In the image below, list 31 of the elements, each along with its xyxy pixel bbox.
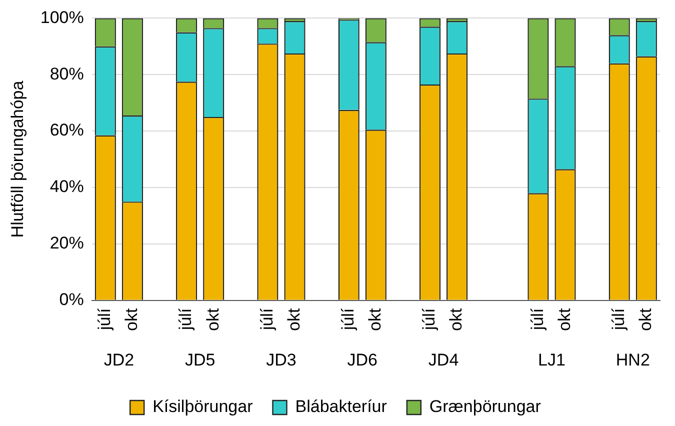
x-tick-label: okt — [366, 308, 385, 332]
x-tick-label: okt — [122, 308, 142, 332]
x-tick-label: júlí — [528, 308, 547, 332]
text: JD2 — [104, 350, 134, 370]
x-tick-label: okt — [446, 308, 466, 332]
x-tick-label: júlí — [257, 308, 276, 332]
text: HN2 — [616, 350, 650, 370]
text: JD4 — [428, 350, 459, 370]
x-tick-label: okt — [554, 308, 574, 332]
y-tick-label: 60% — [50, 120, 84, 140]
y-tick-label: 80% — [50, 64, 84, 84]
text: LJ1 — [538, 350, 566, 370]
x-tick-label: okt — [284, 308, 304, 332]
x-tick-label: júlí — [420, 308, 439, 332]
y-tick-label: 40% — [50, 177, 84, 196]
x-tick-label: júlí — [609, 308, 628, 332]
x-tick-label: okt — [203, 308, 222, 332]
text: JD3 — [266, 350, 296, 370]
y-tick-label: 0% — [59, 290, 84, 310]
x-tick-label: júlí — [338, 308, 358, 332]
text: JD5 — [184, 350, 216, 370]
x-tick-label: júlí — [95, 308, 114, 332]
y-tick-label: 100% — [40, 8, 84, 27]
legend-label: Grænþörungar — [429, 397, 542, 416]
y-tick-label: 20% — [50, 234, 84, 253]
legend-label: Kísilþörungar — [152, 397, 254, 416]
x-tick-label: júlí — [176, 308, 196, 332]
text: JD6 — [347, 350, 378, 370]
y-axis-title: Hlutföll þörungahópa — [8, 80, 27, 238]
x-tick-label: okt — [636, 308, 656, 332]
legend-label: Blábakteríur — [295, 397, 388, 416]
